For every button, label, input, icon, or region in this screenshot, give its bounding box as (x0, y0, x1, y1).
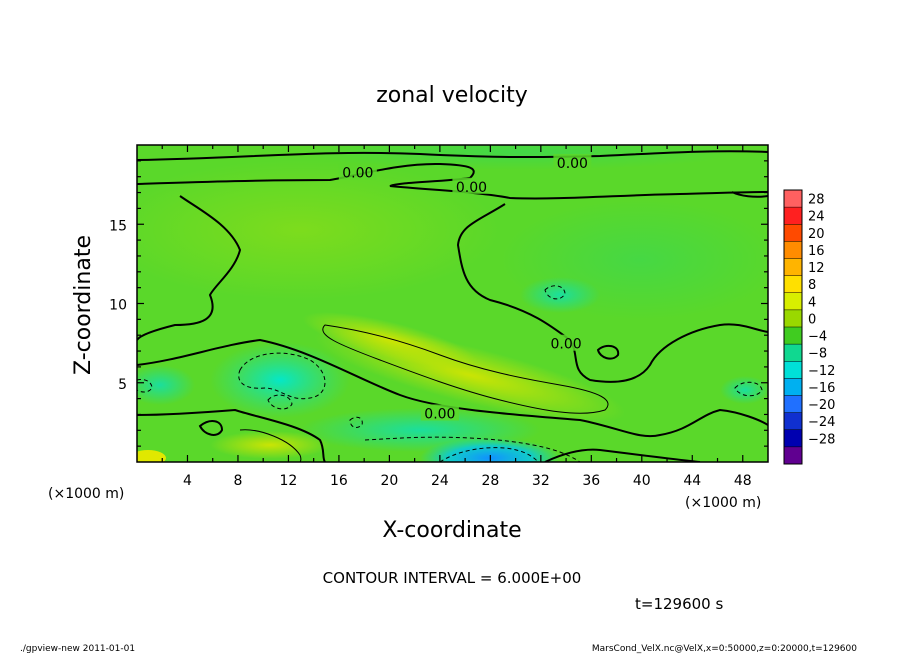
x-tick-label: 40 (633, 473, 651, 489)
contour-label-bg (547, 334, 586, 351)
contour-zero-right-loop (596, 344, 620, 360)
colorbar-swatch (784, 258, 802, 277)
contour-label: 0.00 (550, 337, 581, 353)
field-patch-cyan-left2 (137, 365, 195, 405)
field-patch-yellow-bottom (210, 431, 330, 459)
y-tick-label: 10 (109, 298, 127, 314)
footer-right: MarsCond_VelX.nc@VelX,x=0:50000,z=0:2000… (592, 644, 857, 654)
field-patch-upper-green (137, 160, 500, 300)
contour-zero-main (456, 203, 768, 383)
contour-zero-top (137, 150, 768, 161)
colorbar-label: −20 (808, 398, 835, 413)
x-tick-label: 44 (683, 473, 701, 489)
contour-zero-bottom (137, 408, 326, 462)
contour-label: 0.00 (424, 406, 455, 422)
colorbar-label: −24 (808, 415, 835, 430)
x-tick-label: 12 (280, 473, 298, 489)
colorbar-swatch (784, 275, 802, 294)
colorbar-swatch (784, 327, 802, 345)
y-tick-label: 15 (109, 218, 127, 234)
y-axis-ticks: 5 10 15 (109, 160, 768, 447)
field-patch-blue-core (420, 438, 560, 462)
colorbar-label: −16 (808, 381, 835, 396)
contour-interval: CONTOUR INTERVAL = 6.000E+00 (323, 569, 582, 587)
colorbar-swatch (784, 361, 802, 379)
contour-label-bg (553, 154, 592, 171)
contour-zero-bottom-right (544, 448, 701, 462)
colorbar-label: 8 (808, 278, 816, 293)
colorbar-label: −28 (808, 432, 835, 447)
contour-label-bg (420, 404, 459, 421)
contour-negative-small (349, 416, 363, 428)
contour-negative-left2 (267, 394, 293, 410)
time-label: t=129600 s (635, 595, 723, 613)
contour-zero-upper (137, 162, 768, 200)
x-axis-unit-left: (×1000 m) (48, 486, 124, 502)
x-tick-label: 4 (183, 473, 192, 489)
contour-positive-band (322, 324, 609, 414)
contour-labels: 0.00 0.00 0.00 0.00 0.00 (338, 154, 592, 422)
colorbar-label: 28 (808, 193, 825, 208)
contour-negative-core (439, 447, 539, 462)
contour-negative-left (238, 352, 326, 400)
colorbar-label: 20 (808, 227, 825, 242)
contour-zero-right-edge (731, 191, 768, 198)
x-tick-label: 36 (582, 473, 600, 489)
colorbar-swatch (784, 378, 802, 396)
colorbar-swatch (784, 446, 802, 465)
x-axis-unit-right: (×1000 m) (685, 495, 761, 511)
field-patch-yellow-band2 (302, 312, 478, 368)
colorbar-label: −12 (808, 364, 835, 379)
colorbar-label: 24 (808, 210, 825, 225)
contour-negative-edge (137, 379, 153, 393)
field-patch-cyan-mid (520, 277, 600, 313)
colorbar-swatch (784, 412, 802, 431)
x-tick-label: 20 (380, 473, 398, 489)
colorbar-swatch (784, 190, 802, 208)
contour-label-bg (452, 177, 491, 194)
y-axis-label: Z-coordinate (71, 235, 96, 375)
contour-label: 0.00 (342, 166, 373, 182)
colorbar-swatch (784, 395, 802, 414)
field-patch-yellow-bottom-left (137, 450, 166, 462)
x-tick-label: 32 (532, 473, 550, 489)
colorbar-swatch (784, 207, 802, 225)
colorbar-swatch (784, 292, 802, 311)
contour-negative-mid (544, 285, 566, 300)
x-axis-ticks: 4 8 12 16 20 24 28 32 36 40 44 48 (161, 145, 752, 489)
contour-negative-bottom (364, 436, 581, 462)
contour-label: 0.00 (557, 156, 588, 172)
colorbar-swatch (784, 309, 802, 328)
footer-left: ./gpview-new 2011-01-01 (20, 644, 135, 654)
x-axis-label: X-coordinate (382, 518, 521, 543)
heatmap-field (137, 145, 768, 462)
colorbar-label: −8 (808, 347, 827, 362)
field-patch-cyan-left (210, 342, 350, 418)
contour-zero-small-loop (198, 420, 224, 436)
x-tick-label: 48 (734, 473, 752, 489)
chart-title: zonal velocity (376, 83, 528, 108)
colorbar-label: 4 (808, 295, 816, 310)
colorbar-label: −4 (808, 330, 827, 345)
contour-negative-right (734, 381, 763, 397)
y-tick-label: 5 (118, 377, 127, 393)
contour-label-bg (338, 163, 377, 180)
colorbar: 28 24 20 16 12 8 4 0 −4 −8 −12 −16 −20 −24 −28 (783, 189, 835, 465)
x-tick-label: 8 (233, 473, 242, 489)
contour-label: 0.00 (456, 180, 487, 196)
contour-zero-lower (137, 338, 768, 438)
x-tick-label: 16 (330, 473, 348, 489)
colorbar-swatch (784, 224, 802, 242)
colorbar-label: 12 (808, 261, 825, 276)
colorbar-swatch (784, 344, 802, 362)
colorbar-label: 0 (808, 312, 816, 327)
contour-zero-west (137, 195, 242, 341)
colorbar-label: 16 (808, 244, 825, 259)
colorbar-swatch (784, 241, 802, 259)
colorbar-swatch (784, 429, 802, 448)
x-tick-label: 28 (481, 473, 499, 489)
x-tick-label: 24 (431, 473, 449, 489)
